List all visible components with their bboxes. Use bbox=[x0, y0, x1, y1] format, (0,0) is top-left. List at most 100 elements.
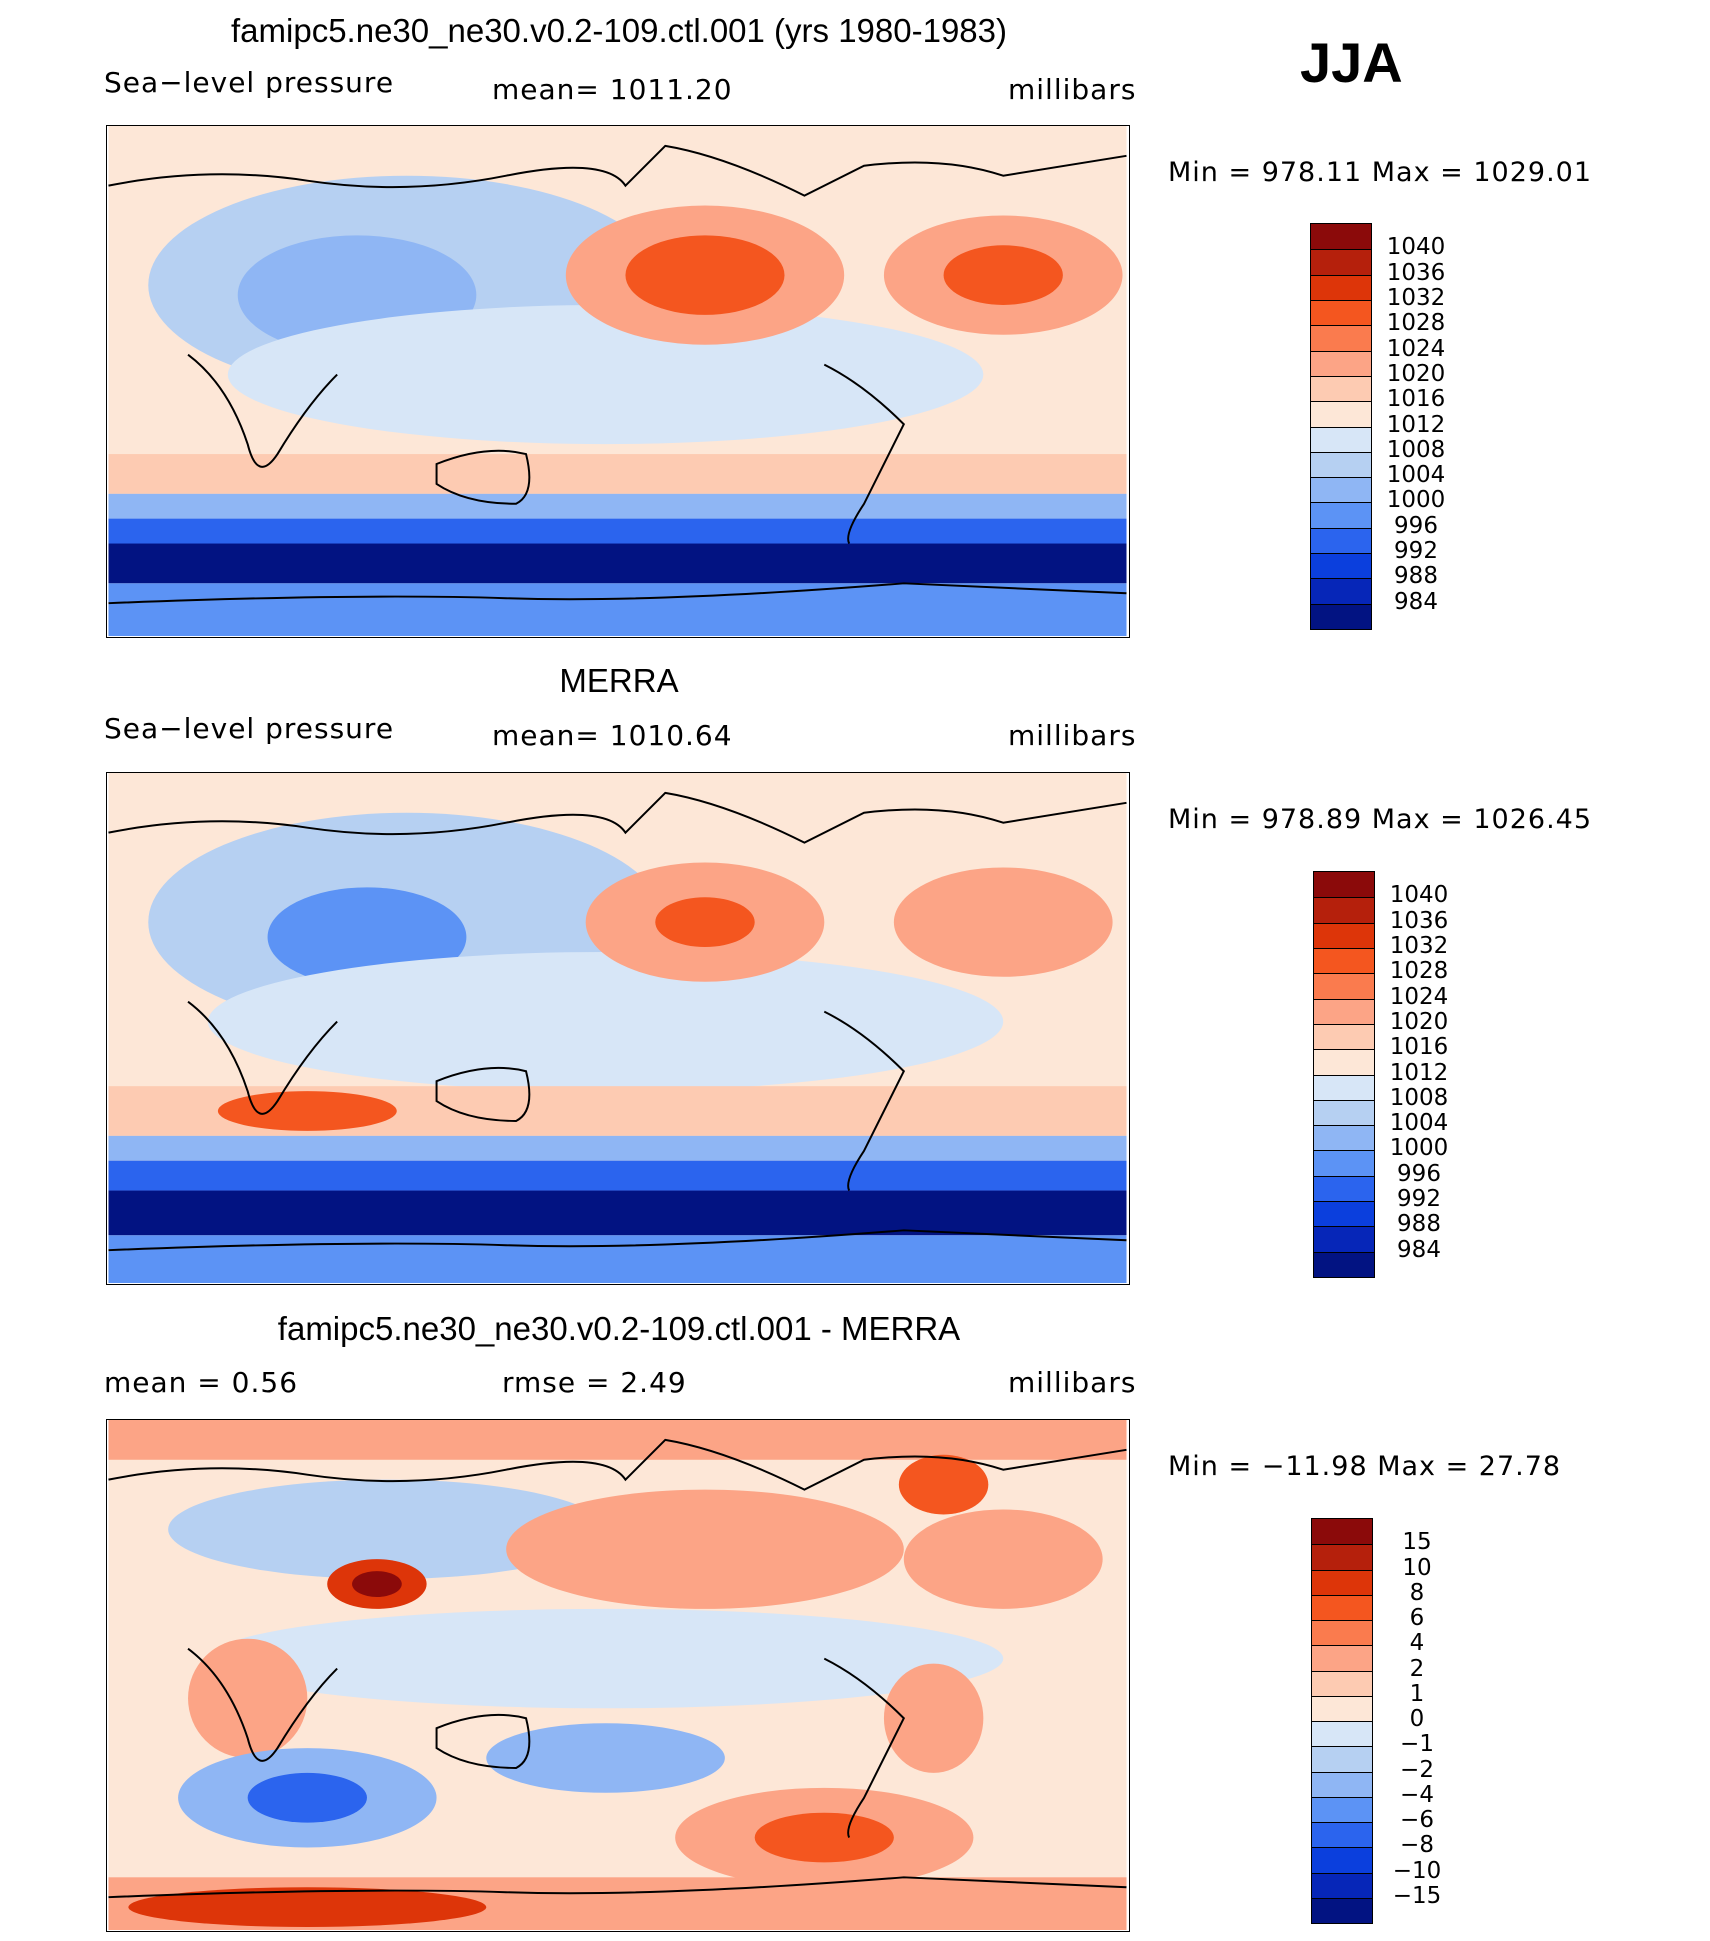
colorbar-swatch bbox=[1311, 274, 1371, 300]
colorbar-swatch bbox=[1311, 502, 1371, 528]
colorbar-tick-label: 1024 bbox=[1389, 983, 1449, 1010]
colorbar-swatch bbox=[1311, 249, 1371, 275]
colorbar-swatch bbox=[1314, 1125, 1374, 1151]
panel-1-minmax: Min = 978.11 Max = 1029.01 bbox=[1168, 157, 1593, 188]
colorbar-tick-label: 1028 bbox=[1386, 310, 1446, 337]
coastline-south-america bbox=[823, 363, 906, 544]
tropical-band bbox=[227, 304, 984, 445]
coastline-south-america bbox=[823, 1657, 906, 1838]
panel-1-title: famipc5.ne30_ne30.v0.2-109.ctl.001 (yrs … bbox=[231, 12, 1007, 49]
atlantic-high-core bbox=[943, 245, 1063, 305]
colorbar-swatch bbox=[1314, 1023, 1374, 1050]
colorbar-swatch bbox=[1311, 426, 1371, 452]
colorbar-tick-label: 1036 bbox=[1386, 259, 1446, 286]
coastline-australia bbox=[435, 1066, 531, 1122]
southern-trough bbox=[108, 1190, 1127, 1236]
colorbar-swatch bbox=[1314, 872, 1374, 898]
panel-2-map bbox=[106, 772, 1130, 1285]
colorbar-tick-label: 984 bbox=[1394, 588, 1438, 615]
colorbar-swatch bbox=[1312, 1569, 1372, 1595]
colorbar-swatch bbox=[1311, 603, 1371, 629]
atlantic-high bbox=[893, 867, 1113, 977]
colorbar-swatch bbox=[1312, 1746, 1372, 1772]
season-label: JJA bbox=[1300, 31, 1403, 94]
colorbar-tick-label: 1008 bbox=[1389, 1084, 1449, 1111]
colorbar-tick-label: 1020 bbox=[1386, 360, 1446, 387]
colorbar-swatch bbox=[1312, 1544, 1372, 1570]
panel-3-colorbar bbox=[1311, 1518, 1373, 1924]
colorbar-tick-label: 1012 bbox=[1386, 411, 1446, 438]
antarctica-field bbox=[108, 583, 1127, 636]
coastline-south-america bbox=[823, 1010, 906, 1191]
colorbar-tick-label: 10 bbox=[1402, 1554, 1432, 1581]
colorbar-swatch bbox=[1314, 1150, 1374, 1176]
colorbar-swatch bbox=[1314, 973, 1374, 999]
colorbar-swatch bbox=[1311, 350, 1371, 376]
panel-1-mean-label: mean= 1011.20 bbox=[492, 73, 733, 106]
coastline-north bbox=[108, 791, 1127, 844]
colorbar-tick-label: 1020 bbox=[1389, 1008, 1449, 1035]
colorbar-swatch bbox=[1314, 1175, 1374, 1202]
colorbar-swatch bbox=[1314, 922, 1374, 948]
africa-positive bbox=[188, 1638, 308, 1759]
coastline-north bbox=[108, 144, 1127, 197]
coastline-africa bbox=[187, 353, 338, 468]
subtropical-high-band bbox=[108, 454, 1127, 494]
coastline-africa bbox=[187, 1000, 338, 1115]
colorbar-tick-label: 996 bbox=[1394, 512, 1438, 539]
south-america-positive bbox=[883, 1663, 984, 1773]
greenland-positive bbox=[898, 1454, 989, 1515]
colorbar-swatch bbox=[1311, 375, 1371, 402]
coastline-antarctica bbox=[108, 582, 1127, 605]
tropical-negative bbox=[207, 1608, 1004, 1709]
colorbar-swatch bbox=[1311, 299, 1371, 326]
colorbar-tick-label: 1028 bbox=[1389, 958, 1449, 985]
south-indian-negative-core bbox=[247, 1772, 367, 1823]
colorbar-swatch bbox=[1312, 1695, 1372, 1721]
colorbar-swatch bbox=[1311, 477, 1371, 503]
colorbar-tick-label: 984 bbox=[1397, 1236, 1441, 1263]
colorbar-swatch bbox=[1312, 1645, 1372, 1671]
coastline-north bbox=[108, 1438, 1127, 1491]
colorbar-swatch bbox=[1314, 897, 1374, 923]
panel-2-minmax: Min = 978.89 Max = 1026.45 bbox=[1168, 804, 1593, 835]
colorbar-swatch bbox=[1312, 1771, 1372, 1797]
coastline-africa bbox=[187, 1647, 338, 1762]
panel-3-field bbox=[108, 1420, 1127, 1930]
antarctic-positive bbox=[128, 1887, 487, 1928]
colorbar-tick-label: 1 bbox=[1409, 1680, 1425, 1707]
panel-2-mean-label: mean= 1010.64 bbox=[492, 719, 733, 752]
colorbar-tick-label: 1016 bbox=[1386, 386, 1446, 413]
colorbar-swatch bbox=[1314, 998, 1374, 1024]
indian-high-core bbox=[217, 1091, 397, 1131]
colorbar-tick-label: 996 bbox=[1397, 1160, 1441, 1187]
colorbar-swatch bbox=[1314, 1074, 1374, 1100]
panel-2-units-label: millibars bbox=[1008, 719, 1137, 752]
colorbar-tick-label: 1024 bbox=[1386, 335, 1446, 362]
colorbar-tick-label: 1040 bbox=[1386, 234, 1446, 261]
colorbar-tick-label: 0 bbox=[1409, 1706, 1425, 1732]
panel-2-title: MERRA bbox=[559, 662, 679, 699]
colorbar-tick-label: 6 bbox=[1409, 1605, 1425, 1631]
colorbar-tick-label: −6 bbox=[1400, 1807, 1434, 1833]
south-pacific-negative bbox=[486, 1723, 725, 1793]
colorbar-swatch bbox=[1312, 1897, 1372, 1923]
colorbar-swatch bbox=[1314, 1201, 1374, 1227]
colorbar-tick-label: 1004 bbox=[1389, 1110, 1449, 1137]
colorbar-swatch bbox=[1311, 224, 1371, 250]
colorbar-swatch bbox=[1311, 527, 1371, 554]
colorbar-swatch bbox=[1312, 1519, 1372, 1545]
colorbar-tick-label: 1040 bbox=[1389, 882, 1449, 909]
panel-2-variable-label: Sea−level pressure bbox=[104, 712, 395, 745]
colorbar-tick-label: −15 bbox=[1392, 1882, 1442, 1909]
colorbar-swatch bbox=[1312, 1847, 1372, 1873]
colorbar-tick-label: −4 bbox=[1400, 1781, 1434, 1808]
panel-1-map bbox=[106, 125, 1130, 638]
coastline-australia bbox=[435, 449, 531, 505]
panel-3-mean-label: mean = 0.56 bbox=[104, 1366, 299, 1399]
panel-1-variable-label: Sea−level pressure bbox=[104, 66, 395, 99]
colorbar-tick-label: 1016 bbox=[1389, 1034, 1449, 1061]
colorbar-swatch bbox=[1311, 325, 1371, 351]
colorbar-tick-label: −2 bbox=[1400, 1756, 1434, 1783]
south-pacific-positive-core bbox=[754, 1812, 894, 1863]
